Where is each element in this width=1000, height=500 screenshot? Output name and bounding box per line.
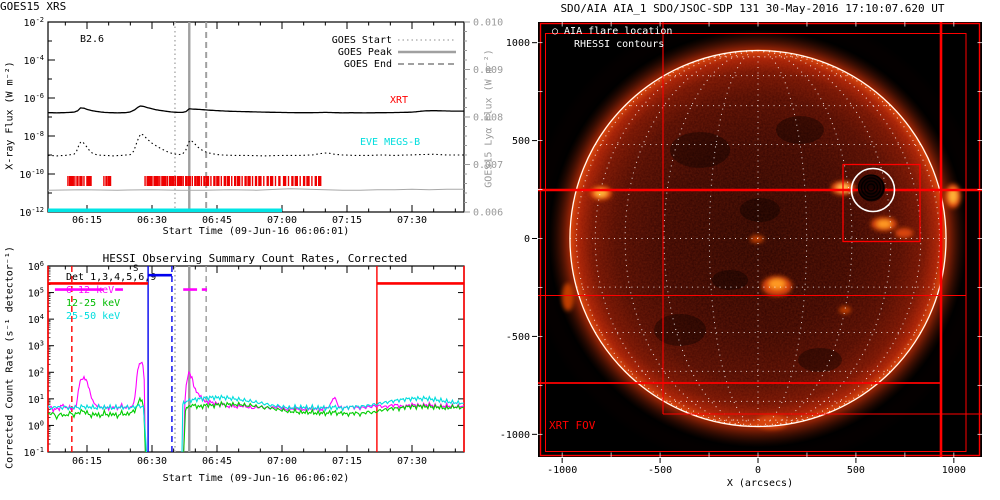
svg-text:-1000: -1000 — [547, 465, 577, 476]
svg-text:10-1: 10-1 — [24, 446, 44, 459]
svg-text:105: 105 — [28, 287, 44, 300]
goes-legend-end: GOES End — [343, 59, 392, 70]
svg-text:10-10: 10-10 — [19, 168, 44, 181]
svg-text:103: 103 — [28, 340, 44, 353]
hessi-legend-band-12-25: 12-25 keV — [66, 298, 121, 309]
sun-axes: -1000 -500 0 500 1000 1000 500 0 -500 -1000 — [500, 22, 982, 476]
goes-flare-class: B2.6 — [80, 34, 105, 45]
svg-text:-500: -500 — [648, 465, 672, 476]
sun-title: SDO/AIA AIA_1 SDO/JSOC-SDP 131 30-May-20… — [560, 2, 945, 15]
sun-xrt-fov-label: XRT FOV — [549, 419, 596, 432]
sun-legend-rhessi-contours: RHESSI contours — [574, 39, 665, 50]
svg-text:06:15: 06:15 — [72, 215, 102, 226]
svg-text:0.010: 0.010 — [473, 18, 503, 29]
hessi-title: HESSI Observing Summary Count Rates, Cor… — [102, 252, 408, 265]
rhessi-contours — [857, 174, 885, 201]
hessi-saa-flag: S — [133, 264, 139, 274]
goes-legend-peak: GOES Peak — [337, 47, 392, 58]
svg-text:10-4: 10-4 — [24, 54, 44, 67]
svg-text:06:15: 06:15 — [72, 456, 102, 467]
goes-eve-megsb-label: EVE MEGS-B — [360, 137, 421, 148]
svg-text:06:45: 06:45 — [202, 215, 232, 226]
aia-image — [538, 22, 982, 457]
svg-text:-500: -500 — [506, 332, 530, 343]
goes-xrt-label: XRT — [390, 95, 409, 106]
svg-text:100: 100 — [28, 419, 44, 432]
coronal-holes — [654, 116, 842, 372]
svg-text:07:30: 07:30 — [397, 215, 427, 226]
goes-plot: 06:15 06:30 06:45 07:00 07:15 07:30 10-2 10-4 10… — [19, 16, 503, 226]
fov-overlays — [538, 22, 982, 457]
svg-text:10-6: 10-6 — [24, 92, 44, 105]
hessi-legend-detectors: Det 1,3,4,5,6,9 — [66, 272, 157, 283]
svg-text:07:00: 07:00 — [267, 456, 297, 467]
flare-region-box — [842, 163, 921, 243]
svg-text:0.009: 0.009 — [473, 65, 503, 76]
goes-title: GOES15 XRS — [0, 0, 67, 13]
goes-xlabel: Start Time (09-Jun-16 06:06:01) — [162, 226, 350, 237]
aia-flare-location-circle — [850, 167, 896, 213]
svg-text:0.007: 0.007 — [473, 160, 503, 171]
svg-text:500: 500 — [512, 136, 530, 147]
svg-text:104: 104 — [28, 313, 44, 326]
sun-legend-flare-location: ○ AIA flare location — [552, 26, 673, 37]
svg-text:07:15: 07:15 — [332, 456, 362, 467]
svg-text:06:30: 06:30 — [137, 456, 167, 467]
goes-legend-start: GOES Start — [331, 35, 392, 46]
svg-text:1000: 1000 — [942, 465, 966, 476]
svg-text:106: 106 — [28, 260, 44, 273]
svg-text:1000: 1000 — [506, 38, 530, 49]
svg-text:-1000: -1000 — [500, 430, 530, 441]
svg-text:07:00: 07:00 — [267, 215, 297, 226]
svg-text:10-2: 10-2 — [24, 16, 44, 29]
hessi-legend-band-25-50: 25-50 keV — [66, 311, 121, 322]
xrt-fov-box-inner — [545, 33, 967, 452]
eve-megsb-coverage-bar — [48, 208, 282, 213]
svg-text:500: 500 — [847, 465, 865, 476]
svg-text:10-8: 10-8 — [24, 130, 44, 143]
svg-text:06:45: 06:45 — [202, 456, 232, 467]
hessi-plot: 06:15 06:30 06:45 07:00 07:15 07:30 106 105 104 1… — [24, 260, 465, 467]
svg-text:0.006: 0.006 — [473, 208, 503, 219]
svg-text:0: 0 — [524, 234, 530, 245]
svg-text:0: 0 — [755, 465, 761, 476]
svg-text:102: 102 — [28, 366, 44, 379]
solar-limb-circle — [569, 49, 947, 428]
sdo-aia-image-panel: -1000 -500 0 500 1000 1000 500 0 -500 -1000 — [500, 22, 982, 476]
svg-text:07:15: 07:15 — [332, 215, 362, 226]
hessi-xlabel: Start Time (09-Jun-16 06:06:02) — [162, 473, 350, 484]
sun-xlabel: X (arcsecs) — [726, 478, 794, 489]
svg-text:10-12: 10-12 — [19, 206, 44, 219]
svg-text:07:30: 07:30 — [397, 456, 427, 467]
xrt-fov-box-outer — [539, 22, 981, 457]
svg-text:06:30: 06:30 — [137, 215, 167, 226]
svg-text:0.008: 0.008 — [473, 113, 503, 124]
svg-text:101: 101 — [28, 393, 44, 406]
